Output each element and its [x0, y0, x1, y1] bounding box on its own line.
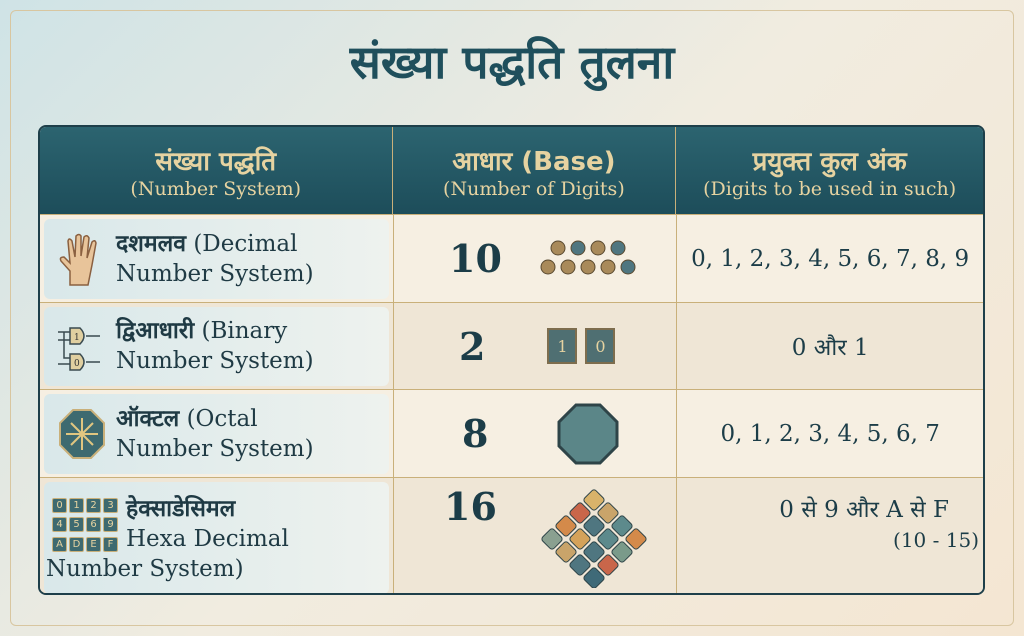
- system-name-en: (Decimal: [193, 230, 298, 257]
- header-label: संख्या पद्धति: [155, 146, 277, 177]
- page-title: संख्या पद्धति तुलना: [349, 35, 675, 89]
- system-name-hi: द्विआधारी: [116, 318, 195, 344]
- system-name-en: (Binary: [201, 318, 288, 344]
- digits-value: 0, 1, 2, 3, 4, 5, 6, 7: [720, 420, 940, 447]
- system-name: द्विआधारी (Binary Number System): [116, 316, 314, 376]
- chip-0: 0: [585, 328, 616, 364]
- svg-text:1: 1: [74, 333, 80, 343]
- key: D: [69, 536, 84, 552]
- system-name-en: (Octal: [186, 405, 258, 432]
- system-name-en: Hexa Decimal: [126, 526, 289, 552]
- system-name-en-line2: Number System): [46, 556, 244, 582]
- tile: [569, 502, 591, 524]
- header-label: प्रयुक्त कुल अंक: [752, 146, 907, 177]
- base-cell: 2 1 0: [394, 303, 678, 389]
- key: 3: [103, 498, 118, 513]
- system-cell: ऑक्टल (Octal Number System): [40, 390, 394, 477]
- beads-icon: [540, 240, 636, 274]
- digits-value: 0 से 9 और A से F: [779, 497, 949, 523]
- system-name: ऑक्टल (Octal Number System): [116, 404, 314, 464]
- system-name-hi: ऑक्टल: [116, 405, 180, 432]
- comparison-table: संख्या पद्धति (Number System) आधार (Base)…: [38, 125, 985, 595]
- logic-gate-icon: 10: [58, 327, 100, 371]
- tile: [597, 528, 619, 550]
- header-number-system: संख्या पद्धति (Number System): [40, 127, 393, 214]
- chips-icon: 1 0: [547, 328, 616, 364]
- hand-icon: [59, 233, 97, 286]
- octagon-icon: [557, 403, 619, 464]
- header-sublabel: (Number System): [130, 177, 302, 200]
- table-row-decimal: दशमलव (Decimal Number System) 10 0, 1, 2,…: [40, 214, 983, 302]
- tile: [555, 515, 577, 537]
- tile: [583, 489, 605, 511]
- header-digits: प्रयुक्त कुल अंक (Digits to be used in su…: [676, 127, 983, 214]
- system-name-box: दशमलव (Decimal Number System): [44, 218, 389, 299]
- table-header: संख्या पद्धति (Number System) आधार (Base)…: [40, 127, 983, 214]
- digits-value: 0 और 1: [791, 335, 869, 361]
- header-label: आधार (Base): [452, 146, 616, 177]
- base-value: 2: [459, 323, 486, 369]
- table-row-octal: ऑक्टल (Octal Number System) 8 0, 1, 2, 3,…: [40, 389, 983, 477]
- key: A: [52, 536, 67, 552]
- tile: [611, 515, 633, 537]
- system-name-en-line2: Number System): [116, 260, 314, 287]
- tile: [583, 515, 605, 537]
- key: F: [103, 536, 118, 552]
- system-name-box: ऑक्टल (Octal Number System): [44, 393, 389, 474]
- system-name: हेक्साडेसिमल Hexa Decimal: [126, 494, 289, 554]
- system-name-hi: हेक्साडेसिमल: [126, 496, 236, 522]
- digits-cell: 0 और 1: [677, 303, 983, 389]
- tile: [597, 554, 619, 576]
- key: 2: [86, 498, 101, 513]
- tile: [555, 541, 577, 563]
- system-cell: दशमलव (Decimal Number System): [40, 215, 394, 302]
- header-base: आधार (Base) (Number of Digits): [393, 127, 677, 214]
- header-sublabel: (Digits to be used in such): [703, 177, 957, 200]
- tile: [569, 528, 591, 550]
- digits-cell: 0, 1, 2, 3, 4, 5, 6, 7: [677, 390, 983, 477]
- header-sublabel: (Number of Digits): [443, 177, 625, 200]
- base-cell: 10: [394, 215, 678, 302]
- system-name: दशमलव (Decimal Number System): [116, 229, 314, 289]
- base-value: 8: [462, 411, 489, 456]
- tile: [597, 502, 619, 524]
- decorative-frame: [10, 10, 1014, 626]
- base-cell: 8: [394, 390, 678, 477]
- base-cell: 16: [394, 478, 678, 593]
- key: 4: [52, 517, 67, 533]
- tile: [541, 528, 563, 550]
- key: E: [86, 536, 101, 552]
- digits-value: 0, 1, 2, 3, 4, 5, 6, 7, 8, 9: [691, 245, 970, 272]
- system-name-hi: दशमलव: [116, 230, 186, 257]
- tile-diamond-icon: [541, 489, 647, 588]
- key: 6: [86, 517, 101, 533]
- system-name-en-line2: Number System): [116, 348, 314, 374]
- digits-cell: 0, 1, 2, 3, 4, 5, 6, 7, 8, 9: [677, 215, 983, 302]
- svg-text:0: 0: [74, 359, 80, 369]
- tile: [569, 554, 591, 576]
- tile: [583, 567, 605, 588]
- tile: [611, 541, 633, 563]
- key: 9: [103, 517, 118, 533]
- digits-note: (10 - 15): [893, 528, 979, 552]
- base-value: 16: [444, 484, 497, 529]
- system-name-en-line2: Number System): [116, 435, 314, 462]
- base-value: 10: [449, 236, 502, 281]
- tile: [583, 541, 605, 563]
- tile: [625, 528, 647, 550]
- digits-cell: 0 से 9 और A से F (10 - 15): [677, 478, 983, 593]
- octagon-star-icon: [59, 408, 105, 459]
- key: 1: [69, 498, 84, 513]
- chip-1: 1: [547, 328, 578, 364]
- key: 0: [52, 498, 67, 513]
- key: 5: [69, 517, 84, 533]
